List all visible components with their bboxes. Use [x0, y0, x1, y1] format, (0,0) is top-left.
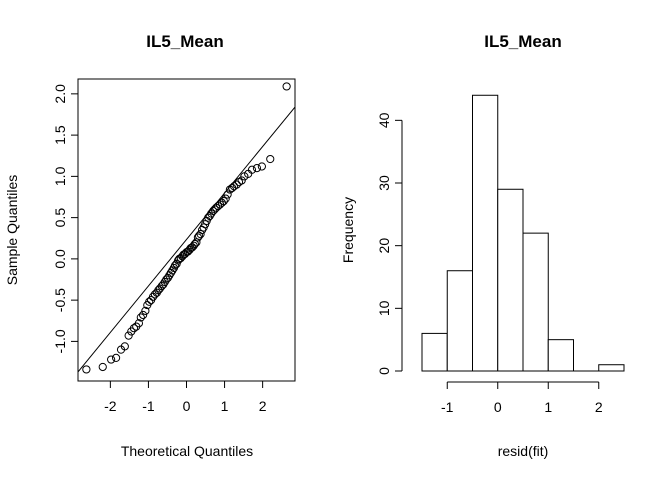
qq-y-tick-label: 0.0: [52, 249, 68, 269]
qq-point: [174, 256, 183, 265]
qq-plot-title: IL5_Mean: [146, 32, 223, 51]
qq-y-tick-label: 2.0: [52, 84, 68, 104]
histogram-bars: [421, 94, 625, 372]
qq-plot-xlabel: Theoretical Quantiles: [121, 443, 253, 459]
qq-point: [111, 353, 121, 362]
qq-reference-line: [78, 106, 295, 373]
qq-x-tick-label: -1: [142, 398, 155, 414]
histogram-xlabel: resid(fit): [498, 443, 549, 459]
qq-point: [129, 324, 139, 333]
qq-point: [237, 176, 246, 185]
histogram-x-tick-label: 1: [544, 399, 552, 415]
qq-point: [160, 277, 169, 287]
qq-plot-panel: IL5_Mean Theoretical Quantiles Sample Qu…: [4, 32, 296, 459]
qq-y-tick-label: 1.0: [52, 166, 68, 186]
qq-y-tick-label: 0.5: [52, 208, 68, 228]
qq-x-tick-label: 0: [183, 398, 191, 414]
qq-point: [120, 342, 129, 351]
qq-point: [223, 190, 232, 199]
qq-x-tick-label: 2: [259, 398, 267, 414]
qq-point: [168, 266, 177, 275]
qq-point: [247, 165, 257, 174]
histogram-y-tick-label: 0: [376, 367, 392, 375]
histogram-x-tick-label: 0: [494, 399, 502, 415]
qq-point: [190, 239, 199, 249]
histogram-y-tick-label: 10: [376, 300, 392, 316]
qq-point: [157, 282, 166, 291]
histogram-bar: [522, 232, 549, 372]
qq-point: [107, 355, 116, 364]
histogram-y-tick-label: 20: [376, 238, 392, 254]
qq-point: [221, 194, 230, 203]
qq-point: [152, 288, 161, 297]
qq-point: [141, 306, 150, 315]
histogram-bar: [446, 270, 473, 372]
qq-y-tick-label: 1.5: [52, 125, 68, 145]
qq-point: [98, 362, 107, 372]
qq-point: [136, 313, 145, 322]
qq-plot-frame: [77, 78, 296, 382]
qq-point: [139, 310, 148, 320]
qq-point: [185, 245, 194, 254]
histogram-bar: [547, 339, 574, 372]
qq-point: [82, 365, 91, 374]
histogram-y-tick-label: 30: [376, 175, 392, 191]
histogram-title: IL5_Mean: [484, 32, 561, 51]
qq-point: [252, 164, 262, 173]
qq-x-tick-label: 1: [221, 398, 229, 414]
qq-plot-ylabel: Sample Quantiles: [4, 175, 20, 286]
histogram-x-tick-label: -1: [441, 399, 454, 415]
qq-point: [124, 331, 133, 340]
qq-y-tick-label: -0.5: [52, 288, 68, 312]
qq-plot-x-axis: -2 -1 0 1 2: [104, 380, 267, 414]
histogram-x-axis: -1 0 1 2: [441, 381, 603, 415]
qq-plot-y-axis: -1.0 -0.5 0.0 0.5 1.0 1.5 2.0: [52, 84, 79, 353]
qq-point: [219, 197, 228, 206]
qq-point: [232, 180, 241, 189]
histogram-ylabel: Frequency: [340, 197, 356, 263]
qq-point: [178, 252, 187, 261]
histogram-bar: [598, 364, 625, 372]
histogram-x-tick-label: 2: [595, 399, 603, 415]
histogram-y-axis: 0 10 20 30 40: [376, 112, 403, 375]
histogram-bar: [472, 94, 499, 372]
qq-point: [257, 162, 266, 171]
qq-point: [196, 230, 205, 239]
qq-point: [282, 82, 291, 91]
qq-point: [266, 154, 275, 164]
qq-point: [162, 275, 171, 284]
histogram-y-tick-label: 40: [376, 112, 392, 128]
histogram-bar: [497, 188, 524, 372]
histogram-bar: [421, 332, 448, 372]
qq-y-tick-label: -1.0: [52, 329, 68, 353]
qq-point: [134, 319, 144, 328]
qq-x-tick-label: -2: [104, 398, 117, 414]
qq-plot-area: [78, 82, 295, 374]
qq-point: [204, 213, 213, 222]
histogram-panel: IL5_Mean resid(fit) Frequency -1 0 1 2 0 10 2…: [340, 32, 625, 459]
